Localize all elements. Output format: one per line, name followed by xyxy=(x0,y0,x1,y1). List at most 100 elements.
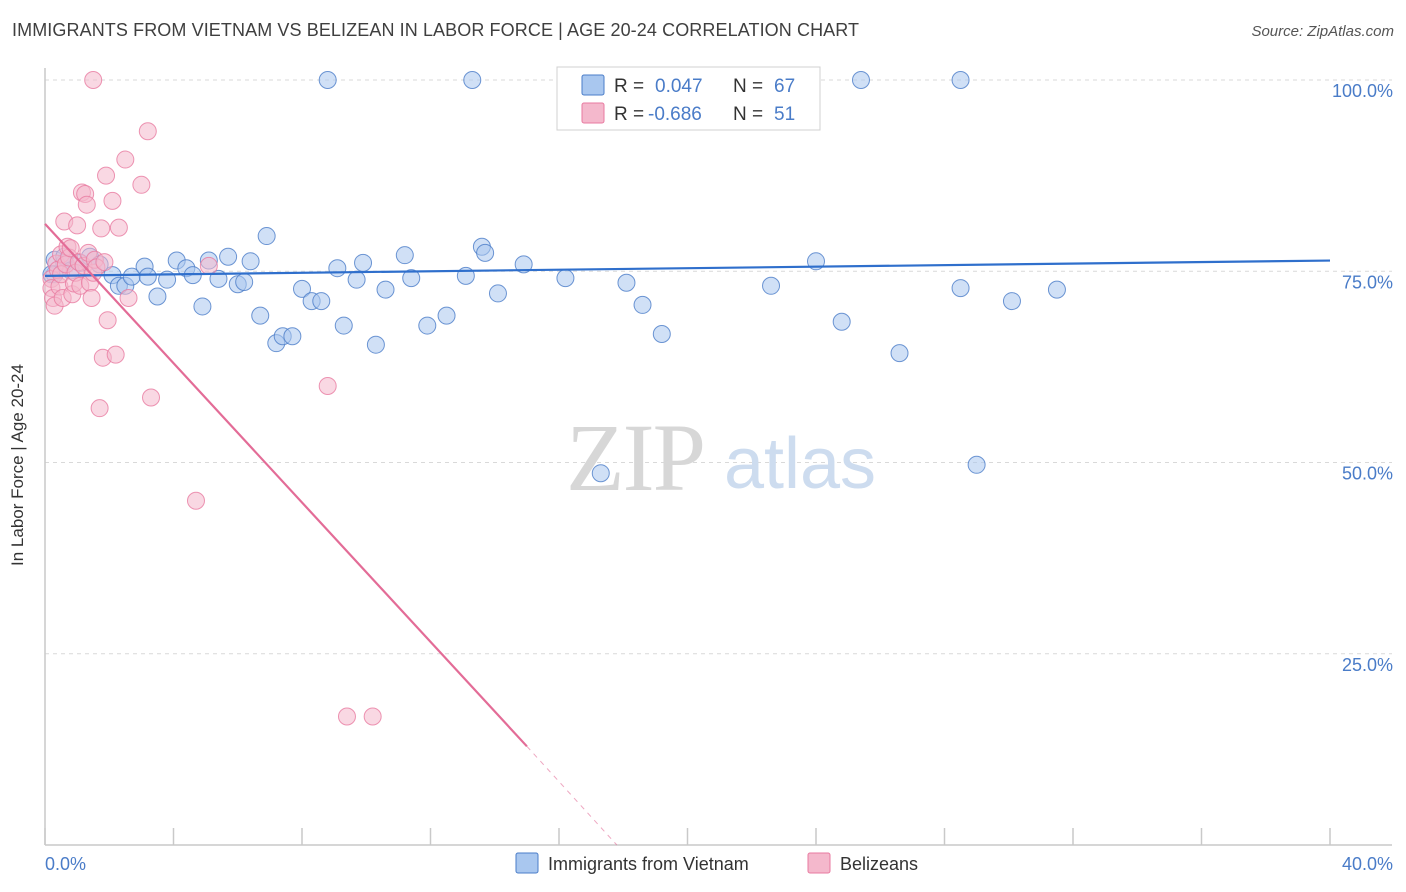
series-vietnam-points xyxy=(42,71,1066,483)
belizean-point-50 xyxy=(84,71,103,89)
vietnam-point-41 xyxy=(395,246,414,265)
vietnam-point-22 xyxy=(219,247,238,266)
belizean-point-24 xyxy=(77,195,96,214)
series-belizean-points xyxy=(42,71,382,726)
belizean-point-27 xyxy=(82,289,101,308)
vietnam-point-65 xyxy=(1047,280,1066,299)
vietnam-point-33 xyxy=(312,292,331,311)
legend-r-label-pink: R = xyxy=(614,104,644,125)
vietnam-point-25 xyxy=(241,252,260,271)
legend-swatch-pink xyxy=(581,102,605,124)
vietnam-point-39 xyxy=(366,335,385,354)
vietnam-point-27 xyxy=(257,227,276,246)
vietnam-point-42 xyxy=(402,269,421,288)
belizean-point-46 xyxy=(199,256,218,275)
vietnam-point-62 xyxy=(951,71,970,89)
belizean-point-39 xyxy=(109,218,128,237)
belizean-point-44 xyxy=(142,388,161,407)
vietnam-point-34 xyxy=(318,71,337,89)
vietnam-point-36 xyxy=(334,316,353,335)
series-legend-swatch-belizean xyxy=(807,852,831,874)
vietnam-point-46 xyxy=(463,71,482,89)
belizean-point-38 xyxy=(106,345,125,364)
belizean-point-45 xyxy=(186,491,205,510)
belizean-point-18 xyxy=(68,216,87,235)
vietnam-point-31 xyxy=(293,279,311,298)
x-tick-label-1: 40.0% xyxy=(1342,854,1393,874)
series-legend-swatch-vietnam xyxy=(515,852,539,874)
belizean-point-47 xyxy=(318,377,337,395)
vietnam-point-14 xyxy=(148,287,167,306)
legend-n-value-pink: 51 xyxy=(774,104,795,125)
vietnam-point-26 xyxy=(251,306,270,325)
vietnam-point-13 xyxy=(138,267,157,286)
watermark-atlas: atlas xyxy=(724,424,876,504)
series-legend: Immigrants from Vietnam Belizeans xyxy=(515,852,918,874)
x-tick-labels: 0.0% 40.0% xyxy=(45,854,1393,874)
vietnam-point-54 xyxy=(633,295,652,314)
belizean-point-36 xyxy=(98,311,117,330)
legend-n-label-blue: N = xyxy=(733,76,763,97)
y-tick-label-1: 75.0% xyxy=(1342,272,1393,292)
vietnam-point-48 xyxy=(476,243,495,262)
series-legend-label-vietnam: Immigrants from Vietnam xyxy=(548,854,749,874)
vietnam-point-40 xyxy=(376,280,395,299)
vietnam-point-43 xyxy=(418,316,437,335)
belizean-point-37 xyxy=(103,191,122,210)
vietnam-point-53 xyxy=(617,273,636,292)
legend-swatch-blue xyxy=(581,74,605,96)
gridlines xyxy=(45,79,1392,655)
belizean-point-32 xyxy=(92,219,111,238)
legend-r-value-pink: -0.686 xyxy=(648,104,702,125)
vietnam-point-35 xyxy=(328,259,347,278)
belizean-point-40 xyxy=(116,150,135,169)
vietnam-point-60 xyxy=(890,344,909,363)
y-tick-label-2: 50.0% xyxy=(1342,464,1393,484)
x-tick-label-0: 0.0% xyxy=(45,854,86,874)
vietnam-point-64 xyxy=(1002,292,1021,311)
chart-title: IMMIGRANTS FROM VIETNAM VS BELIZEAN IN L… xyxy=(12,20,860,40)
series-legend-label-belizean: Belizeans xyxy=(840,854,918,874)
vietnam-point-55 xyxy=(652,324,671,343)
belizean-point-31 xyxy=(90,399,109,418)
trend-line-belizean xyxy=(44,223,528,748)
y-tick-label-3: 25.0% xyxy=(1342,655,1393,675)
vietnam-point-50 xyxy=(514,255,533,274)
vietnam-point-24 xyxy=(235,272,254,291)
watermark-zip: ZIP xyxy=(566,404,704,511)
source-label: Source: ZipAtlas.com xyxy=(1251,23,1394,40)
vietnam-point-37 xyxy=(347,270,366,289)
legend-n-label-pink: N = xyxy=(733,104,763,125)
legend-r-label-blue: R = xyxy=(614,76,644,97)
trend-line-vietnam xyxy=(44,259,1331,277)
legend-n-value-blue: 67 xyxy=(774,76,795,97)
belizean-point-41 xyxy=(119,289,138,308)
belizean-point-42 xyxy=(132,175,151,194)
vietnam-point-59 xyxy=(851,71,870,89)
vietnam-point-19 xyxy=(193,297,212,316)
belizean-point-48 xyxy=(337,707,356,726)
vietnam-point-58 xyxy=(832,312,851,331)
y-tick-labels: 100.0% 75.0% 50.0% 25.0% xyxy=(1332,81,1393,675)
axes xyxy=(44,68,1392,846)
vietnam-point-38 xyxy=(354,253,373,272)
belizean-point-49 xyxy=(363,707,382,726)
trend-line-belizean-extension xyxy=(526,745,618,846)
vietnam-point-51 xyxy=(556,269,575,288)
watermark: ZIP atlas xyxy=(566,404,876,511)
vietnam-point-30 xyxy=(283,327,302,346)
belizean-point-35 xyxy=(97,166,116,185)
legend-r-value-blue: 0.047 xyxy=(655,76,703,97)
belizean-point-14 xyxy=(61,239,80,258)
vietnam-point-63 xyxy=(967,455,986,474)
belizean-point-34 xyxy=(95,253,114,272)
vietnam-point-52 xyxy=(591,464,610,483)
vietnam-point-44 xyxy=(437,306,456,325)
vietnam-point-61 xyxy=(951,279,970,298)
vietnam-point-49 xyxy=(488,284,507,303)
y-tick-label-0: 100.0% xyxy=(1332,81,1393,101)
trend-lines xyxy=(44,223,1331,846)
correlation-legend: R = 0.047 N = 67 R = -0.686 N = 51 xyxy=(556,66,821,131)
vietnam-point-56 xyxy=(762,276,781,295)
